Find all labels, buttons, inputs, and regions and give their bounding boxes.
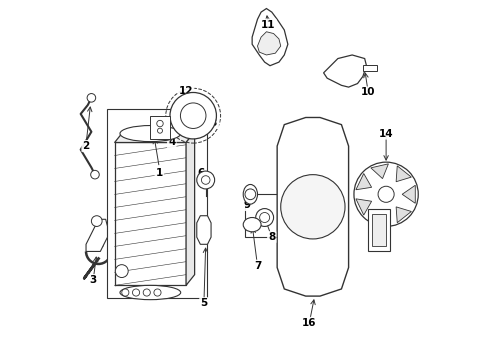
Text: 13: 13 — [204, 118, 219, 128]
Polygon shape — [371, 210, 389, 225]
Text: 3: 3 — [90, 275, 97, 285]
Circle shape — [201, 176, 210, 184]
Circle shape — [115, 265, 128, 278]
Circle shape — [91, 170, 99, 179]
Circle shape — [143, 289, 150, 296]
Polygon shape — [258, 32, 281, 55]
Text: 15: 15 — [372, 230, 386, 240]
Polygon shape — [356, 199, 371, 215]
Circle shape — [245, 189, 256, 200]
Ellipse shape — [243, 217, 261, 232]
Circle shape — [157, 120, 163, 127]
Text: 8: 8 — [268, 232, 275, 242]
Bar — [245, 194, 288, 237]
Bar — [177, 100, 209, 132]
Polygon shape — [197, 216, 211, 244]
Circle shape — [132, 289, 140, 296]
Text: 16: 16 — [302, 318, 317, 328]
Text: 10: 10 — [361, 87, 375, 98]
Text: 6: 6 — [198, 168, 205, 178]
Circle shape — [354, 162, 418, 226]
Circle shape — [197, 171, 215, 189]
Circle shape — [122, 289, 129, 296]
Text: 5: 5 — [200, 298, 208, 308]
Circle shape — [256, 208, 273, 226]
Circle shape — [92, 216, 102, 226]
Text: 14: 14 — [379, 129, 393, 139]
Text: 2: 2 — [82, 141, 90, 151]
Ellipse shape — [120, 126, 181, 141]
Ellipse shape — [120, 285, 181, 300]
Text: 1: 1 — [156, 168, 163, 178]
Polygon shape — [277, 117, 348, 296]
Text: 4: 4 — [168, 138, 175, 148]
Polygon shape — [371, 164, 389, 179]
Text: 7: 7 — [254, 261, 261, 271]
Circle shape — [281, 175, 345, 239]
Bar — [372, 214, 386, 246]
Polygon shape — [396, 166, 411, 182]
Ellipse shape — [243, 184, 258, 204]
Polygon shape — [115, 132, 195, 143]
Text: 9: 9 — [243, 200, 250, 210]
Circle shape — [154, 289, 161, 296]
Bar — [363, 64, 377, 71]
Bar — [368, 208, 390, 251]
Polygon shape — [323, 55, 367, 87]
Text: 11: 11 — [261, 19, 275, 30]
Polygon shape — [252, 9, 288, 66]
Polygon shape — [396, 207, 411, 223]
Bar — [150, 116, 170, 139]
Circle shape — [87, 94, 96, 102]
Circle shape — [378, 186, 394, 202]
Circle shape — [170, 93, 217, 139]
Polygon shape — [356, 174, 371, 190]
Text: 12: 12 — [179, 86, 194, 96]
Polygon shape — [86, 219, 107, 251]
Circle shape — [180, 103, 206, 129]
Polygon shape — [402, 185, 416, 203]
Circle shape — [260, 212, 270, 222]
Bar — [107, 109, 207, 298]
Polygon shape — [186, 132, 195, 285]
Circle shape — [157, 128, 163, 133]
